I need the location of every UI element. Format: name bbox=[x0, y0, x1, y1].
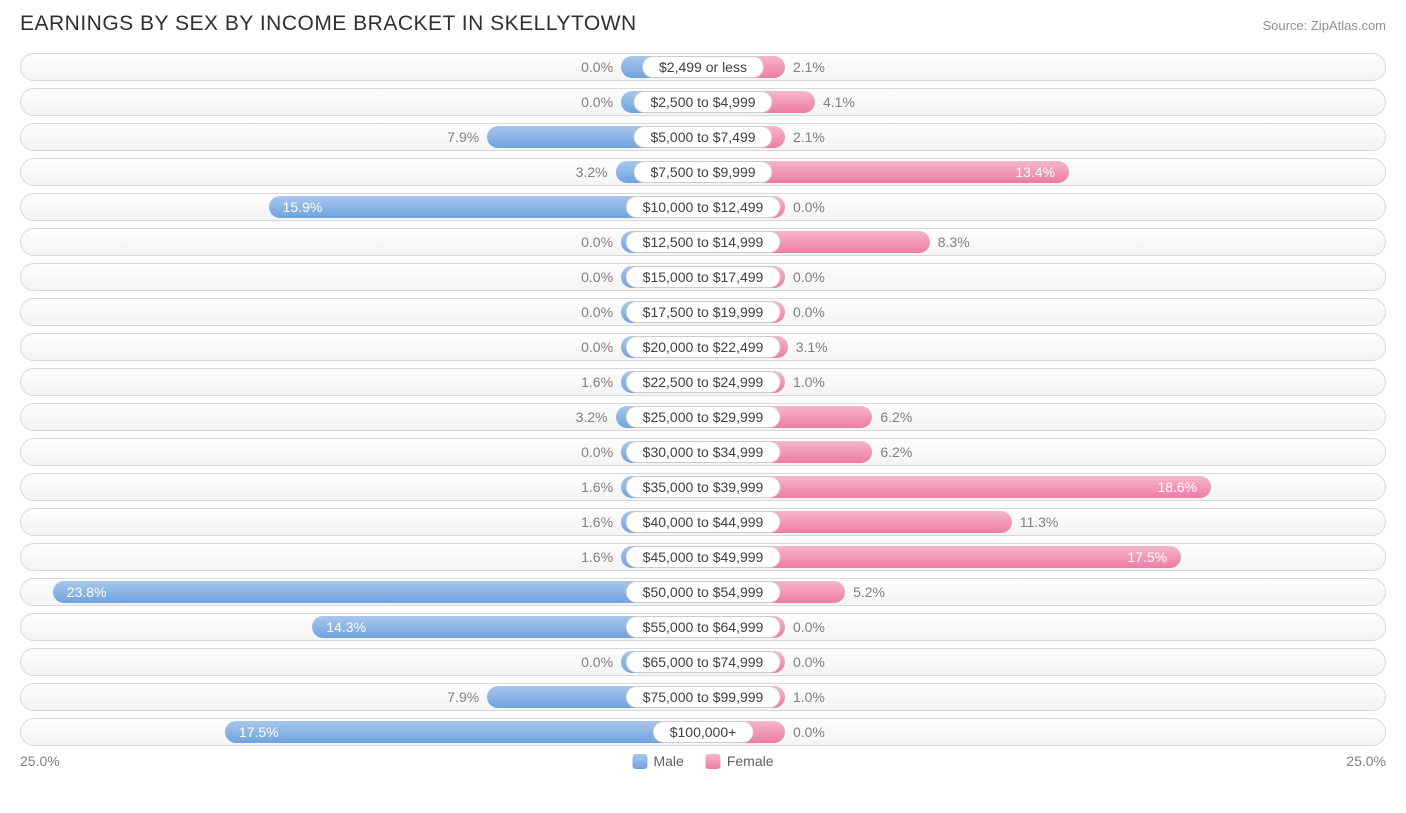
axis-max-left: 25.0% bbox=[20, 753, 60, 769]
legend-male-label: Male bbox=[653, 753, 683, 769]
male-value: 0.0% bbox=[581, 339, 613, 355]
male-value: 15.9% bbox=[283, 199, 323, 215]
chart-source: Source: ZipAtlas.com bbox=[1262, 18, 1386, 33]
male-value: 7.9% bbox=[447, 129, 479, 145]
chart-row: 15.9% 0.0% $10,000 to $12,499 bbox=[20, 190, 1386, 224]
chart-row: 0.0% 0.0% $65,000 to $74,999 bbox=[20, 645, 1386, 679]
female-value: 8.3% bbox=[938, 234, 970, 250]
female-value: 0.0% bbox=[793, 654, 825, 670]
category-label: $12,500 to $14,999 bbox=[626, 231, 781, 253]
category-label: $30,000 to $34,999 bbox=[626, 441, 781, 463]
category-label: $20,000 to $22,499 bbox=[626, 336, 781, 358]
axis-max-right: 25.0% bbox=[1346, 753, 1386, 769]
category-label: $17,500 to $19,999 bbox=[626, 301, 781, 323]
male-value: 0.0% bbox=[581, 444, 613, 460]
female-value: 1.0% bbox=[793, 374, 825, 390]
male-value: 0.0% bbox=[581, 654, 613, 670]
category-label: $2,500 to $4,999 bbox=[633, 91, 772, 113]
category-label: $55,000 to $64,999 bbox=[626, 616, 781, 638]
male-value: 7.9% bbox=[447, 689, 479, 705]
female-value: 17.5% bbox=[1127, 549, 1167, 565]
chart-title: EARNINGS BY SEX BY INCOME BRACKET IN SKE… bbox=[20, 12, 637, 36]
chart-row: 1.6% 17.5% $45,000 to $49,999 bbox=[20, 540, 1386, 574]
chart-row: 0.0% 3.1% $20,000 to $22,499 bbox=[20, 330, 1386, 364]
chart-row: 1.6% 1.0% $22,500 to $24,999 bbox=[20, 365, 1386, 399]
male-value: 14.3% bbox=[326, 619, 366, 635]
category-label: $45,000 to $49,999 bbox=[626, 546, 781, 568]
male-value: 0.0% bbox=[581, 94, 613, 110]
chart-row: 14.3% 0.0% $55,000 to $64,999 bbox=[20, 610, 1386, 644]
male-value: 0.0% bbox=[581, 269, 613, 285]
legend-male: Male bbox=[632, 753, 683, 769]
category-label: $40,000 to $44,999 bbox=[626, 511, 781, 533]
category-label: $5,000 to $7,499 bbox=[633, 126, 772, 148]
male-value: 3.2% bbox=[576, 409, 608, 425]
male-value: 0.0% bbox=[581, 304, 613, 320]
category-label: $15,000 to $17,499 bbox=[626, 266, 781, 288]
chart-row: 0.0% 8.3% $12,500 to $14,999 bbox=[20, 225, 1386, 259]
female-value: 4.1% bbox=[823, 94, 855, 110]
female-swatch-icon bbox=[706, 754, 721, 769]
male-value: 0.0% bbox=[581, 59, 613, 75]
chart-row: 3.2% 13.4% $7,500 to $9,999 bbox=[20, 155, 1386, 189]
female-value: 11.3% bbox=[1020, 514, 1059, 530]
category-label: $2,499 or less bbox=[642, 56, 764, 78]
female-value: 18.6% bbox=[1157, 479, 1197, 495]
category-label: $22,500 to $24,999 bbox=[626, 371, 781, 393]
male-bar: 17.5% bbox=[225, 721, 703, 743]
legend: Male Female bbox=[632, 753, 773, 769]
male-bar: 23.8% bbox=[53, 581, 703, 603]
male-value: 3.2% bbox=[576, 164, 608, 180]
chart-row: 0.0% 6.2% $30,000 to $34,999 bbox=[20, 435, 1386, 469]
chart-row: 0.0% 0.0% $17,500 to $19,999 bbox=[20, 295, 1386, 329]
category-label: $25,000 to $29,999 bbox=[626, 406, 781, 428]
female-value: 3.1% bbox=[796, 339, 828, 355]
chart-row: 3.2% 6.2% $25,000 to $29,999 bbox=[20, 400, 1386, 434]
female-value: 0.0% bbox=[793, 304, 825, 320]
female-value: 2.1% bbox=[793, 129, 825, 145]
female-value: 5.2% bbox=[853, 584, 885, 600]
female-value: 1.0% bbox=[793, 689, 825, 705]
diverging-bar-chart: 0.0% 2.1% $2,499 or less 0.0% 4.1% $2,500 to … bbox=[20, 50, 1386, 749]
chart-row: 17.5% 0.0% $100,000+ bbox=[20, 715, 1386, 749]
legend-female: Female bbox=[706, 753, 774, 769]
female-value: 6.2% bbox=[880, 444, 912, 460]
category-label: $75,000 to $99,999 bbox=[626, 686, 781, 708]
female-value: 6.2% bbox=[880, 409, 912, 425]
chart-row: 0.0% 0.0% $15,000 to $17,499 bbox=[20, 260, 1386, 294]
chart-row: 0.0% 2.1% $2,499 or less bbox=[20, 50, 1386, 84]
chart-row: 0.0% 4.1% $2,500 to $4,999 bbox=[20, 85, 1386, 119]
male-value: 17.5% bbox=[239, 724, 279, 740]
chart-row: 7.9% 1.0% $75,000 to $99,999 bbox=[20, 680, 1386, 714]
chart-row: 23.8% 5.2% $50,000 to $54,999 bbox=[20, 575, 1386, 609]
female-value: 0.0% bbox=[793, 269, 825, 285]
female-value: 13.4% bbox=[1015, 164, 1055, 180]
female-value: 0.0% bbox=[793, 619, 825, 635]
category-label: $35,000 to $39,999 bbox=[626, 476, 781, 498]
category-label: $65,000 to $74,999 bbox=[626, 651, 781, 673]
category-label: $10,000 to $12,499 bbox=[626, 196, 781, 218]
male-value: 1.6% bbox=[581, 514, 613, 530]
female-value: 0.0% bbox=[793, 724, 825, 740]
chart-row: 7.9% 2.1% $5,000 to $7,499 bbox=[20, 120, 1386, 154]
male-swatch-icon bbox=[632, 754, 647, 769]
chart-row: 1.6% 11.3% $40,000 to $44,999 bbox=[20, 505, 1386, 539]
male-value: 23.8% bbox=[67, 584, 107, 600]
male-value: 0.0% bbox=[581, 234, 613, 250]
legend-female-label: Female bbox=[727, 753, 774, 769]
female-value: 0.0% bbox=[793, 199, 825, 215]
male-value: 1.6% bbox=[581, 479, 613, 495]
male-value: 1.6% bbox=[581, 549, 613, 565]
category-label: $100,000+ bbox=[653, 721, 754, 743]
category-label: $50,000 to $54,999 bbox=[626, 581, 781, 603]
category-label: $7,500 to $9,999 bbox=[633, 161, 772, 183]
chart-row: 1.6% 18.6% $35,000 to $39,999 bbox=[20, 470, 1386, 504]
male-value: 1.6% bbox=[581, 374, 613, 390]
female-value: 2.1% bbox=[793, 59, 825, 75]
